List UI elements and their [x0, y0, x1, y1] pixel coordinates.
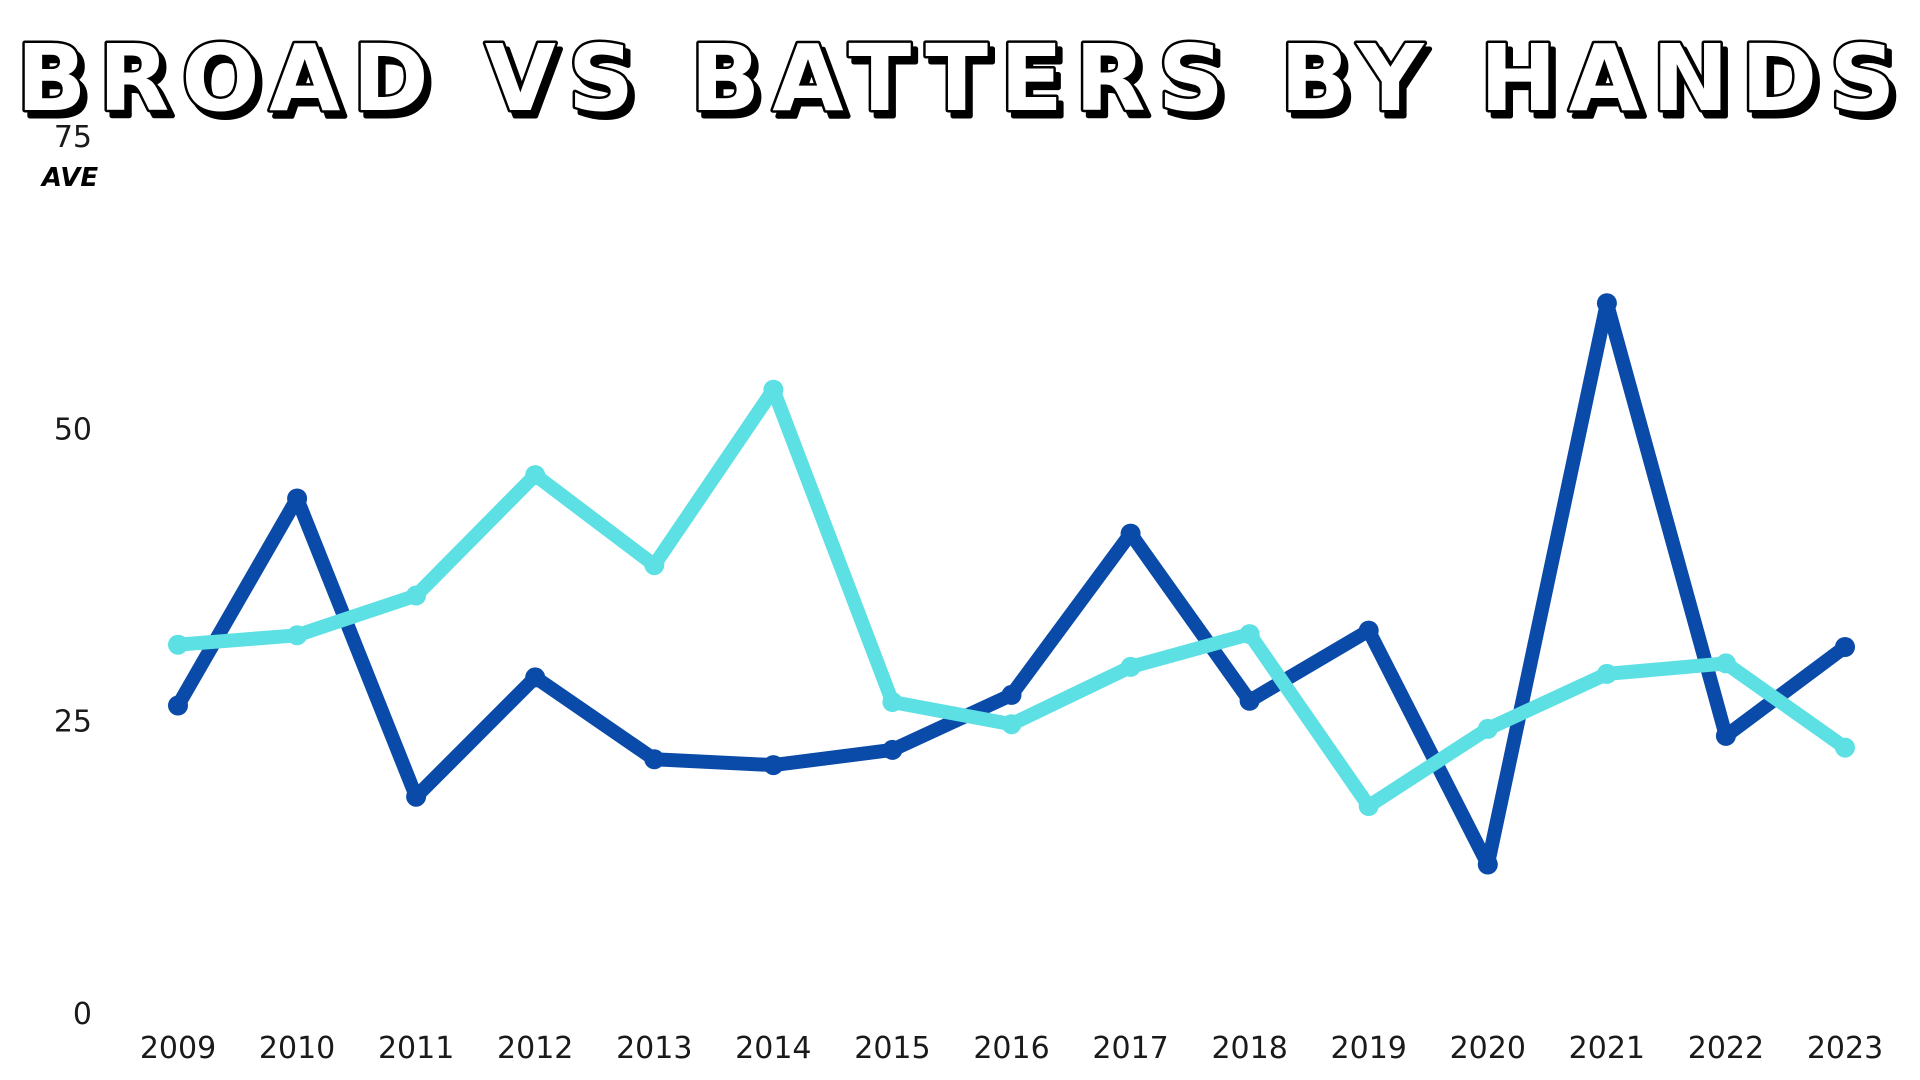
x-tick-label: 2021	[1569, 1031, 1645, 1066]
series-2-point	[1120, 656, 1141, 677]
series-1-point	[1001, 684, 1022, 705]
series-1-point	[882, 739, 903, 760]
series-1-point	[1715, 725, 1736, 746]
chart-title-shadow: BROAD VS BATTERS BY HANDS	[21, 31, 1912, 138]
series-2-point	[763, 379, 784, 400]
y-tick-label: 25	[54, 705, 92, 740]
x-tick-label: 2011	[378, 1031, 454, 1066]
series-1-point	[1835, 637, 1855, 657]
series-2-point	[1239, 624, 1260, 645]
series-1-point	[763, 755, 784, 776]
series-1-point	[406, 786, 427, 807]
series-2-point	[1001, 714, 1022, 735]
series-1-point	[1120, 523, 1141, 544]
x-tick-label: 2019	[1331, 1031, 1407, 1066]
series-1-point	[168, 695, 188, 716]
series-2-point	[1477, 718, 1498, 739]
x-tick-label: 2013	[616, 1031, 692, 1066]
series-1-point	[644, 749, 665, 770]
x-tick-label: 2023	[1807, 1031, 1883, 1066]
x-tick-label: 2016	[973, 1031, 1049, 1066]
series-2-point	[1358, 796, 1379, 816]
series-2-point	[1835, 737, 1855, 758]
series-2	[168, 379, 1855, 816]
x-tick-label: 2015	[854, 1031, 930, 1066]
x-tick-label: 2009	[140, 1031, 216, 1066]
x-tick-label: 2017	[1092, 1031, 1168, 1066]
series-2-point	[168, 634, 188, 655]
series-1-point	[1596, 293, 1617, 314]
series-1	[168, 293, 1855, 875]
series-2-point	[644, 555, 665, 576]
chart-title: BROAD VS BATTERS BY HANDS	[16, 25, 1907, 132]
x-tick-label: 2020	[1450, 1031, 1526, 1066]
series-2-point	[882, 692, 903, 712]
series-2-point	[287, 625, 308, 646]
series-1-point	[525, 667, 546, 688]
series-2-point	[1715, 653, 1736, 674]
y-tick-label: 50	[54, 412, 92, 447]
x-tick-label: 2012	[497, 1031, 573, 1066]
y-axis-ticks: 0 25 50 75	[54, 120, 92, 1032]
series-2-point	[1596, 663, 1617, 684]
y-tick-label: 75	[54, 120, 92, 155]
series-1-point	[1358, 620, 1379, 641]
y-tick-label: 0	[73, 997, 92, 1032]
series-1-point	[1239, 690, 1260, 711]
series-1-point	[1477, 854, 1498, 875]
series-2-point	[525, 465, 546, 486]
series-1-point	[287, 488, 308, 509]
x-tick-label: 2014	[735, 1031, 811, 1066]
chart-title-group: BROAD VS BATTERS BY HANDS BROAD VS BATTE…	[14, 23, 1912, 141]
series-layer	[168, 293, 1855, 875]
x-tick-label: 2022	[1688, 1031, 1764, 1066]
x-tick-label: 2010	[259, 1031, 335, 1066]
x-axis-ticks: 2009 2010 2011 2012 2013 2014 2015 2016 2017 2018…	[140, 1031, 1883, 1066]
x-tick-label: 2018	[1211, 1031, 1287, 1066]
series-2-point	[406, 585, 427, 606]
y-axis-label: AVE	[40, 163, 98, 193]
series-2-line	[171, 382, 1852, 813]
